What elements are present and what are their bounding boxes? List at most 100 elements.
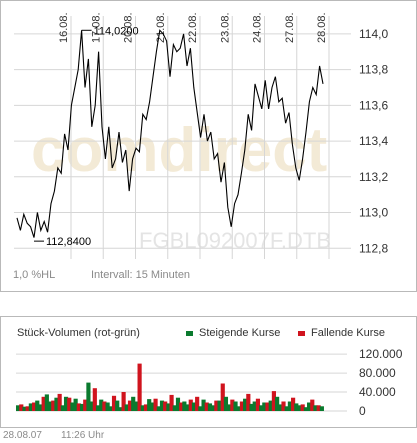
y-tick-label: 114,0 [359,27,388,41]
volume-bar-falling [137,363,142,411]
x-tick-label: 16.08. [58,12,70,43]
volume-bar-rising [70,402,75,411]
scale-label: 1,0 %HL [13,269,56,281]
volume-bar-rising [249,403,254,411]
volume-bar-rising [297,405,302,411]
volume-bar-falling [25,406,30,411]
volume-bar-falling [179,402,184,411]
volume-bar-rising [243,398,248,411]
volume-bar-rising [150,402,155,411]
volume-bar-rising [95,405,101,411]
volume-chart: 120.000 80.000 40.000 0 [16,347,403,418]
volume-bar-falling [121,392,126,411]
volume-bar-falling [230,399,235,411]
volume-bar-falling [204,402,209,411]
footer-date: 28.08.07 [3,430,42,441]
volume-bar-rising [259,405,264,411]
volume-bar-rising [217,400,222,411]
volume-bar-rising [99,399,104,411]
volume-bar-rising [159,400,165,411]
symbol-watermark: FGBL092007F.DTB [139,228,331,253]
volume-bar-rising [303,407,308,411]
volume-bar-rising [275,396,280,411]
volume-bar-rising [44,394,49,411]
x-tick-label: 22.08. [187,12,199,43]
y-tick-label: 113,2 [359,170,388,184]
volume-bar-rising [191,402,197,411]
volume-bar-rising [319,406,324,411]
volume-bar-falling [271,391,276,411]
volume-bar-falling [291,397,296,411]
volume-bar-falling [169,394,174,411]
volume-bar-falling [31,402,37,411]
volume-bar-rising [38,404,43,411]
volume-bar-rising [131,396,136,411]
volume-bar-rising [207,403,213,411]
volume-bar-falling [281,401,286,411]
volume-y-tick-label: 120.000 [359,347,403,361]
x-tick-label: 17.08. [90,12,102,43]
volume-bar-falling [300,404,305,411]
volume-bar-rising [185,404,190,411]
volume-bar-rising [147,399,152,411]
volume-bar-falling [220,383,225,411]
volume-y-tick-label: 0 [359,404,366,418]
y-tick-label: 112,8 [359,241,388,255]
legend-falling-label: Fallende Kurse [311,327,385,339]
volume-bar-rising [175,397,181,411]
volume-bar-rising [182,401,187,411]
y-tick-label: 113,6 [359,98,388,112]
volume-bar-falling [246,393,251,411]
volume-bar-rising [284,406,289,411]
volume-bar-rising [140,405,145,411]
volume-bar-falling [153,398,158,411]
volume-bar-rising [79,403,85,411]
volume-bar-rising [233,401,238,411]
volume-bar-rising [86,382,91,411]
annotation-label: 114,0200 [94,25,139,37]
volume-bar-rising [307,402,312,411]
volume-bar-falling [163,401,168,411]
volume-bar-rising [115,400,120,411]
x-tick-label: 23.08. [219,12,231,43]
volume-bar-rising [172,405,177,411]
volume-bar-falling [76,403,81,411]
volume-bar-falling [111,395,117,411]
volume-bar-rising [166,403,171,411]
volume-bar-falling [57,393,62,411]
price-chart-panel: comdirect FGBL092007F.DTB 16.08. 17.08. 20… [0,0,417,292]
volume-bar-falling [102,401,107,411]
x-tick-label: 27.08. [284,12,296,43]
volume-bar-falling [127,400,133,411]
volume-bar-falling [316,405,321,411]
legend-rising: Steigende Kurse [186,327,280,339]
volume-bar-falling [143,404,149,411]
volume-bar-rising [198,406,203,411]
volume-bar-falling [265,402,270,411]
volume-y-tick-label: 40.000 [359,385,396,399]
volume-bar-rising [262,402,267,411]
volume-bar-rising [211,405,216,411]
volume-bar-rising [28,403,33,411]
volume-bar-rising [134,401,139,411]
footer-time: 11:26 Uhr [61,430,105,441]
volume-bar-rising [22,406,27,411]
volume-bar-rising [63,396,69,411]
volume-bar-rising [252,401,257,411]
volume-chart-panel: Stück-Volumen (rot-grün) Steigende Kurse… [0,316,417,428]
volume-bar-rising [201,399,206,411]
volume-bar-rising [47,401,53,411]
volume-bar-falling [310,399,315,411]
volume-bar-rising [223,396,229,411]
annotation-label: 112,8400 [46,236,91,248]
volume-bar-falling [41,396,46,411]
volume-bar-rising [35,400,40,411]
y-tick-label: 113,8 [359,63,388,77]
price-series-line [16,29,324,238]
volume-bar-rising [16,405,21,411]
volume-bar-rising [278,404,283,411]
volume-bar-falling [188,399,193,411]
interval-label: Intervall: 15 Minuten [91,269,191,281]
volume-bar-falling [19,404,24,411]
volume-bar-rising [60,405,65,411]
